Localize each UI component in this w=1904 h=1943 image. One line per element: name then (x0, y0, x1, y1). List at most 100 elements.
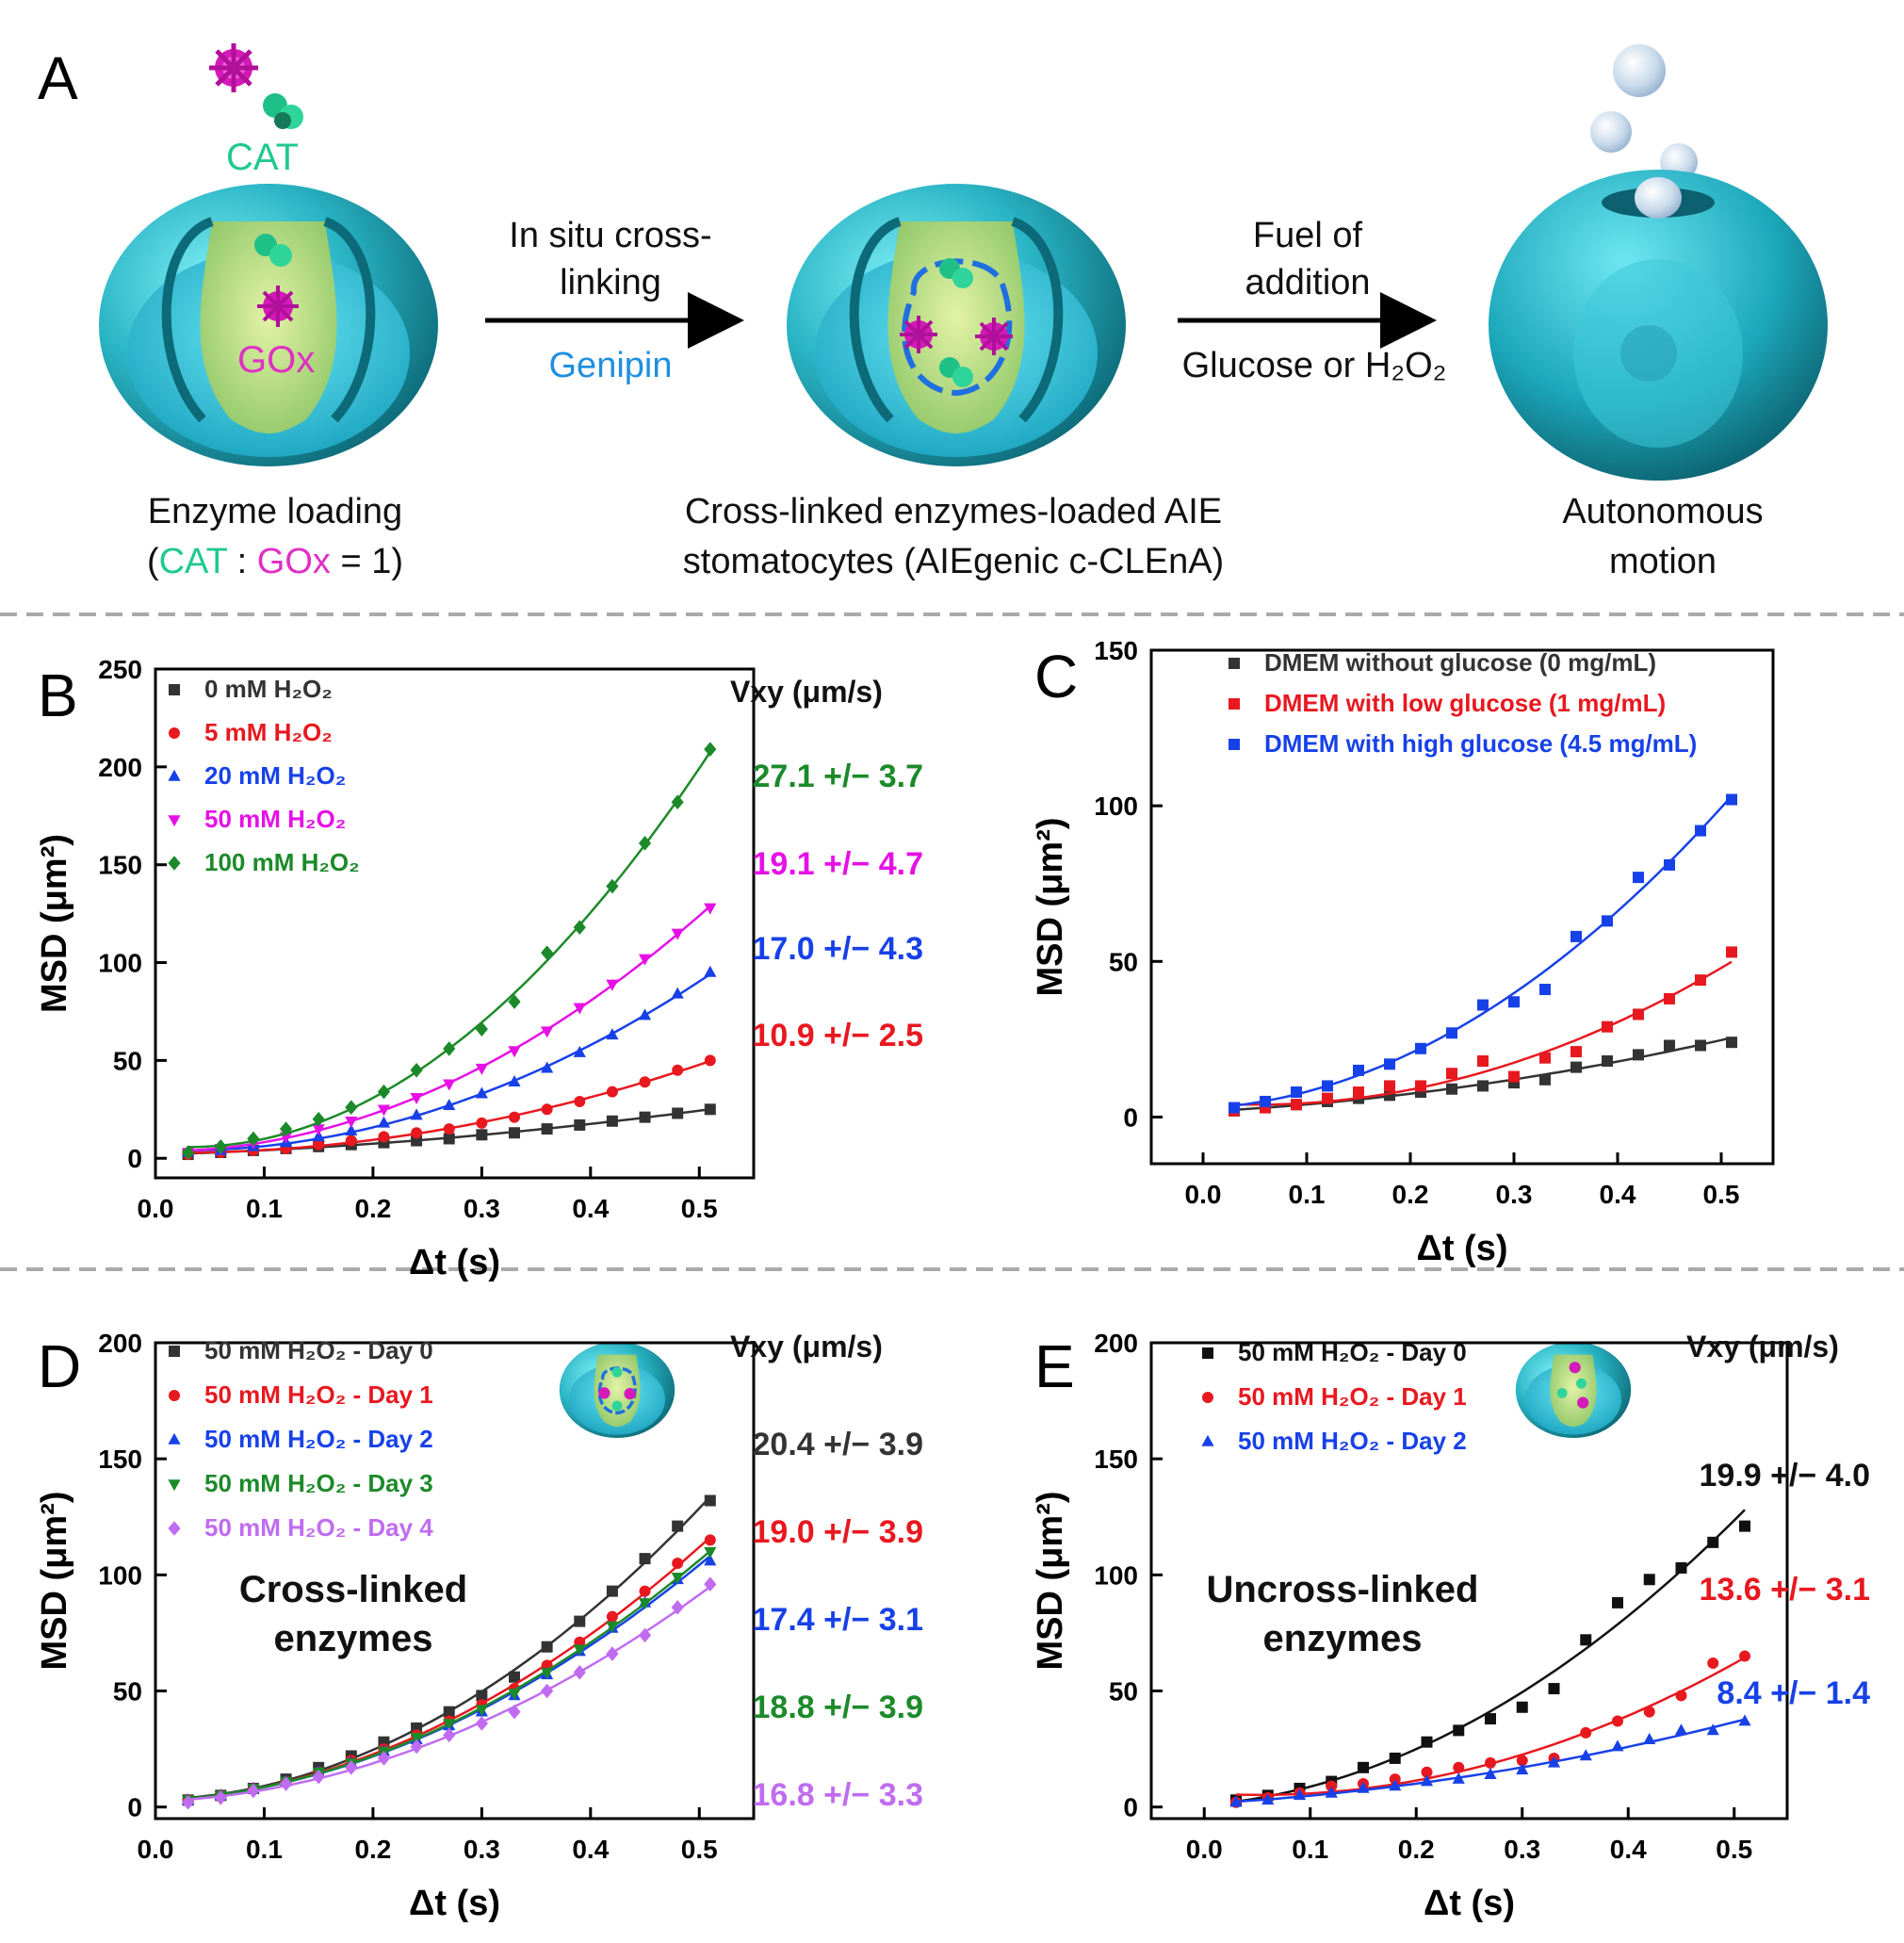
step1-line1: In situ cross- (509, 216, 711, 255)
caption3-line2: motion (1609, 542, 1717, 581)
data-point (1508, 1070, 1520, 1083)
step2-fuel: Glucose or H₂O₂ (1182, 346, 1447, 385)
data-point (182, 1794, 195, 1810)
data-point (1353, 1064, 1364, 1076)
fit-line-0 (1233, 1037, 1733, 1112)
y-tick-label: 50 (1109, 1677, 1138, 1706)
x-tick-label: 0.3 (1496, 1180, 1533, 1209)
data-point (671, 987, 684, 999)
data-point (1421, 1766, 1433, 1778)
data-point (377, 1104, 391, 1117)
x-tick-label: 0.0 (1185, 1180, 1222, 1209)
data-point (443, 1079, 456, 1091)
data-point (377, 1116, 391, 1128)
data-point (378, 1131, 390, 1143)
panel-a-label: A (38, 44, 78, 112)
data-point (606, 1621, 619, 1633)
data-point (1675, 1561, 1687, 1574)
data-point (1291, 1086, 1302, 1099)
data-point (1420, 1774, 1434, 1787)
x-axis-label: Δt (s) (409, 1243, 500, 1282)
data-point (509, 1127, 520, 1139)
data-point (214, 1790, 227, 1805)
data-point (345, 1760, 358, 1775)
fit-line-1 (1233, 960, 1733, 1106)
data-point (671, 794, 684, 810)
data-point (508, 1046, 521, 1058)
plot-frame (154, 667, 756, 1180)
legend-entry: 50 mM H₂O₂ - Day 4 (204, 1513, 433, 1542)
x-tick-label: 0.0 (138, 1835, 174, 1864)
data-point (606, 979, 619, 991)
data-point (1453, 1724, 1465, 1737)
data-point (541, 1641, 553, 1653)
data-point (704, 1546, 717, 1559)
y-axis-label: MSD (μm²) (35, 1492, 74, 1671)
data-point (1389, 1773, 1401, 1786)
data-point (443, 1041, 456, 1056)
velocity-annotation: 20.4 +/− 3.9 (753, 1427, 924, 1462)
data-point (410, 1739, 423, 1755)
legend-marker (1202, 1392, 1213, 1403)
data-point (1484, 1767, 1497, 1779)
x-tick-label: 0.1 (1292, 1835, 1328, 1864)
y-tick-label: 200 (98, 753, 142, 782)
data-point (573, 1644, 586, 1657)
x-tick-label: 0.3 (464, 1835, 500, 1864)
data-point (1612, 1596, 1623, 1608)
y-tick-label: 50 (113, 1046, 142, 1075)
data-point (1675, 1690, 1687, 1702)
panel-label: D (38, 1332, 81, 1400)
data-point (638, 1008, 652, 1020)
data-point (1643, 1706, 1655, 1718)
data-point (476, 1117, 488, 1129)
x-tick-label: 0.5 (681, 1194, 718, 1223)
y-tick-label: 50 (1109, 947, 1138, 976)
data-point (410, 1062, 423, 1078)
panel-label: C (1034, 643, 1078, 710)
legend-entry: 50 mM H₂O₂ - Day 0 (1238, 1338, 1467, 1366)
legend-marker (1202, 1347, 1213, 1359)
data-point (1446, 1027, 1457, 1039)
data-point (1452, 1772, 1465, 1784)
data-point (508, 994, 521, 1009)
data-point (279, 1121, 293, 1136)
data-point (671, 1600, 684, 1615)
legend-entry: 50 mM H₂O₂ - Day 2 (204, 1425, 433, 1453)
y-tick-label: 150 (1094, 636, 1138, 665)
velocity-annotation: 16.8 +/− 3.3 (753, 1777, 924, 1813)
data-point (606, 1646, 619, 1661)
data-point (443, 1727, 456, 1743)
data-point (1726, 793, 1737, 806)
data-point (1485, 1756, 1496, 1769)
data-point (1633, 872, 1644, 884)
velocity-annotation: 27.1 +/− 3.7 (753, 759, 924, 794)
data-point (1322, 1092, 1333, 1104)
data-point (1664, 858, 1675, 871)
data-point (214, 1138, 227, 1154)
data-point (1415, 1042, 1426, 1054)
stomatocyte-enzyme-loading (99, 184, 438, 466)
y-tick-label: 150 (98, 851, 142, 880)
data-point (672, 1107, 684, 1119)
x-tick-label: 0.2 (1392, 1180, 1429, 1209)
data-point (410, 1093, 423, 1105)
data-point (410, 1732, 423, 1744)
data-point (638, 1627, 652, 1643)
data-point (541, 1683, 554, 1699)
x-tick-label: 0.4 (572, 1835, 609, 1864)
cat-enzyme-icon (263, 93, 303, 129)
step1-reagent: Genipin (549, 346, 673, 385)
data-point (672, 1064, 684, 1076)
data-point (1674, 1723, 1688, 1736)
data-point (672, 1520, 684, 1532)
fit-line-0 (1235, 1509, 1746, 1804)
data-point (345, 1116, 358, 1128)
bubble-icon (1590, 111, 1632, 153)
panel-d-inset-icon (559, 1342, 675, 1438)
y-tick-label: 100 (98, 949, 142, 978)
data-point (1229, 1102, 1240, 1114)
data-point (704, 742, 717, 757)
data-point (1322, 1080, 1333, 1092)
annotation-header: Vxy (μm/s) (1686, 1330, 1839, 1363)
